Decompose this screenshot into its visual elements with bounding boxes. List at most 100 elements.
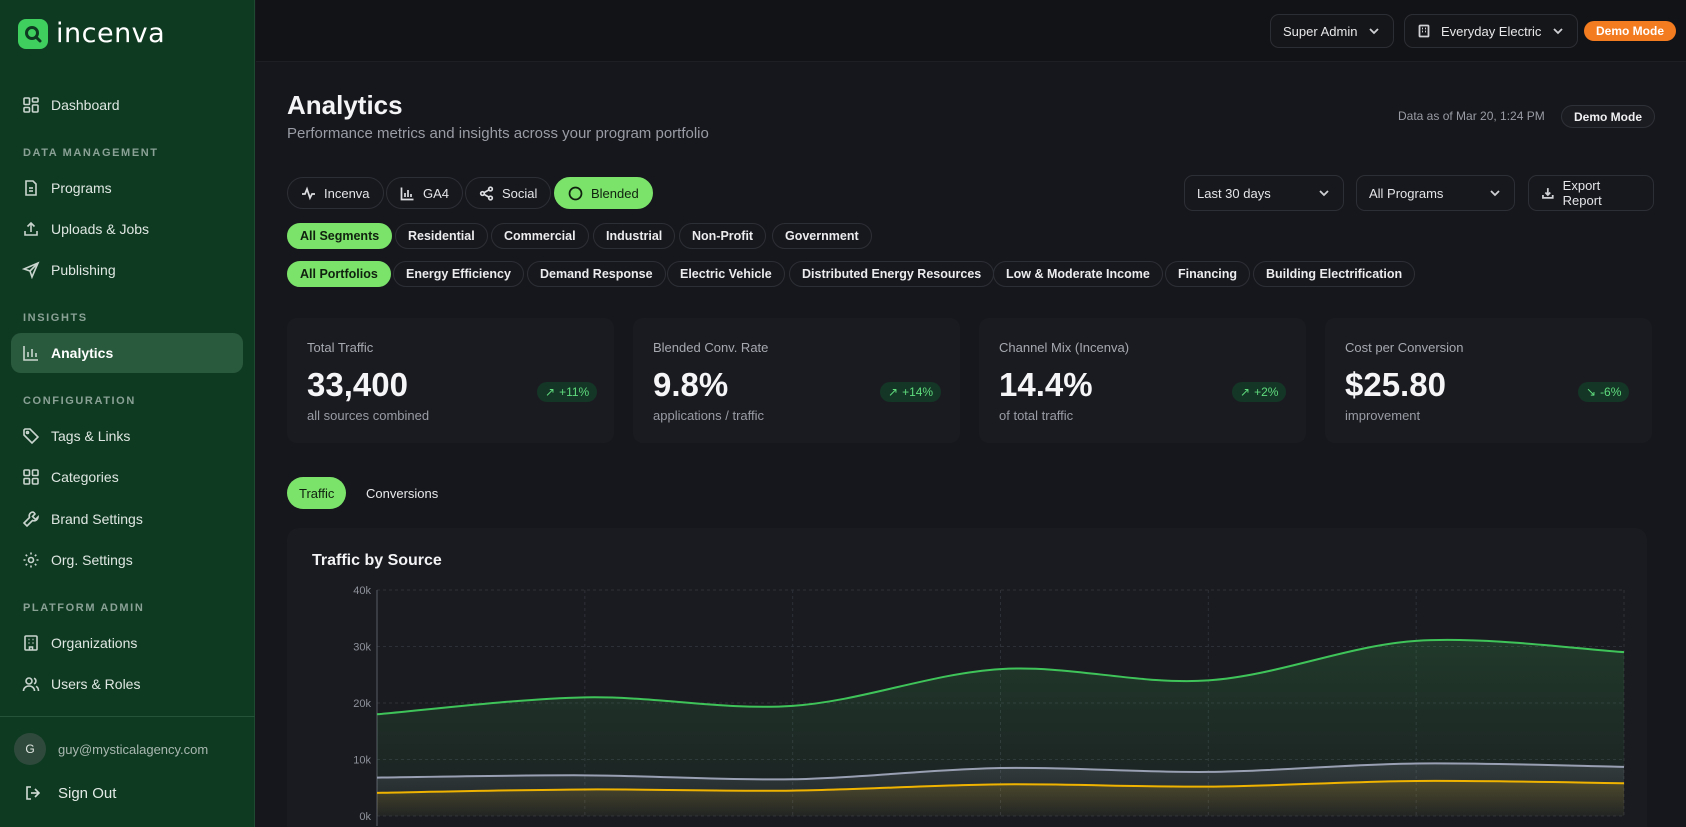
dashboard-icon xyxy=(23,97,39,113)
logo-icon xyxy=(18,18,48,49)
programs-select[interactable]: All Programs xyxy=(1356,175,1515,211)
export-report-button[interactable]: Export Report xyxy=(1528,175,1654,211)
portfolio-demand-response[interactable]: Demand Response xyxy=(527,261,666,287)
tab-blended[interactable]: Blended xyxy=(554,177,653,209)
sidebar-item-label: Tags & Links xyxy=(51,428,131,444)
sidebar-item-analytics[interactable]: Analytics xyxy=(11,333,243,373)
sidebar-item-label: Dashboard xyxy=(51,97,120,113)
segment-residential[interactable]: Residential xyxy=(395,223,488,249)
export-label: Export Report xyxy=(1562,178,1602,208)
arrow-up-right-icon: ↗ xyxy=(1240,385,1251,399)
kpi-subtext: applications / traffic xyxy=(653,408,765,423)
upload-icon xyxy=(24,221,38,236)
brand-logo[interactable]: incenva xyxy=(18,18,165,49)
portfolio-energy-efficiency[interactable]: Energy Efficiency xyxy=(393,261,524,287)
sign-out-label: Sign Out xyxy=(58,784,117,802)
tab-label: Social xyxy=(502,185,538,201)
circle-icon xyxy=(568,186,583,200)
sidebar-divider xyxy=(0,716,255,717)
segment-government[interactable]: Government xyxy=(772,223,872,249)
wrench-icon xyxy=(22,511,39,528)
data-timestamp: Data as of Mar 20, 1:24 PM xyxy=(1398,109,1545,123)
sidebar-item-users-roles[interactable]: Users & Roles xyxy=(11,664,243,704)
kpi-delta: -6% xyxy=(1600,385,1622,399)
chevron-down-icon xyxy=(1490,190,1500,197)
share-icon xyxy=(479,185,494,201)
portfolio-der[interactable]: Distributed Energy Resources xyxy=(789,261,995,287)
date-range-select[interactable]: Last 30 days xyxy=(1184,175,1344,211)
sidebar-item-label: Categories xyxy=(51,469,119,485)
programs-value: All Programs xyxy=(1369,185,1444,201)
section-platform-admin: PLATFORM ADMIN xyxy=(23,602,145,614)
sidebar-item-uploads[interactable]: Uploads & Jobs xyxy=(11,209,243,249)
portfolio-electric-vehicle[interactable]: Electric Vehicle xyxy=(667,261,785,287)
tab-label: Blended xyxy=(591,185,639,201)
role-label: Super Admin xyxy=(1283,23,1358,39)
role-dropdown[interactable]: Super Admin xyxy=(1270,14,1395,48)
document-icon xyxy=(25,180,37,196)
segment-industrial[interactable]: Industrial xyxy=(593,223,676,249)
sidebar-item-brand-settings[interactable]: Brand Settings xyxy=(11,499,243,539)
portfolio-lmi[interactable]: Low & Moderate Income xyxy=(993,261,1163,287)
sidebar-item-tags-links[interactable]: Tags & Links xyxy=(11,416,243,456)
traffic-chart: 0k 10k 20k 30k 40k xyxy=(353,585,1625,826)
tab-label: GA4 xyxy=(423,185,450,201)
y-tick-label: 0k xyxy=(359,811,371,823)
sidebar-item-label: Organizations xyxy=(51,635,138,651)
tab-incenva[interactable]: Incenva xyxy=(287,177,384,209)
kpi-subtext: all sources combined xyxy=(307,408,430,423)
kpi-subtext: improvement xyxy=(1345,408,1421,423)
kpi-value: 33,400 xyxy=(307,366,408,403)
page-subtitle: Performance metrics and insights across … xyxy=(287,125,709,142)
segment-non-profit[interactable]: Non-Profit xyxy=(679,223,767,249)
kpi-card-channel-mix: Channel Mix (Incenva) 14.4% of total tra… xyxy=(979,318,1306,443)
kpi-delta-badge: ↗ +2% xyxy=(1232,382,1287,402)
kpi-card-cost-per-conversion: Cost per Conversion $25.80 improvement ↘… xyxy=(1325,318,1652,443)
kpi-subtext: of total traffic xyxy=(999,408,1074,423)
arrow-up-right-icon: ↗ xyxy=(888,385,899,399)
segment-all[interactable]: All Segments xyxy=(287,223,393,249)
sidebar-item-publishing[interactable]: Publishing xyxy=(11,250,243,290)
tab-social[interactable]: Social xyxy=(465,177,552,209)
kpi-value: 14.4% xyxy=(999,366,1093,403)
portfolio-building-electrification[interactable]: Building Electrification xyxy=(1253,261,1416,287)
segment-commercial[interactable]: Commercial xyxy=(491,223,589,249)
sidebar-item-dashboard[interactable]: Dashboard xyxy=(11,85,243,125)
sidebar-item-categories[interactable]: Categories xyxy=(11,457,243,497)
sign-out-button[interactable]: Sign Out xyxy=(24,784,116,802)
sidebar-item-programs[interactable]: Programs xyxy=(11,168,243,208)
download-icon xyxy=(1542,188,1554,199)
portfolio-all[interactable]: All Portfolios xyxy=(287,261,391,287)
y-tick-label: 30k xyxy=(353,642,371,654)
kpi-card-total-traffic: Total Traffic 33,400 all sources combine… xyxy=(287,318,614,443)
y-tick-label: 40k xyxy=(353,585,371,597)
kpi-delta: +2% xyxy=(1254,385,1279,399)
sidebar-item-organizations[interactable]: Organizations xyxy=(11,623,243,663)
bar-chart-icon xyxy=(400,187,414,200)
org-dropdown[interactable]: Everyday Electric xyxy=(1404,14,1579,48)
kpi-delta-badge: ↘ -6% xyxy=(1578,382,1630,402)
brand-name: incenva xyxy=(56,18,166,49)
kpi-label: Blended Conv. Rate xyxy=(653,340,769,355)
kpi-card-conv-rate: Blended Conv. Rate 9.8% applications / t… xyxy=(633,318,960,443)
sidebar-item-org-settings[interactable]: Org. Settings xyxy=(11,540,243,580)
tab-traffic[interactable]: Traffic xyxy=(287,477,347,509)
traffic-chart-card: Traffic by Source 0k 10k 20k 30k 40k xyxy=(287,528,1647,827)
user-profile[interactable]: G guy@mysticalagency.com xyxy=(14,733,208,765)
chart-title: Traffic by Source xyxy=(312,552,442,569)
date-range-value: Last 30 days xyxy=(1197,185,1271,201)
tab-conversions[interactable]: Conversions xyxy=(366,485,439,501)
y-tick-label: 10k xyxy=(353,755,371,767)
section-configuration: CONFIGURATION xyxy=(23,395,136,407)
series-line xyxy=(376,762,1625,781)
activity-icon xyxy=(302,186,315,200)
tab-ga4[interactable]: GA4 xyxy=(386,177,464,209)
bar-chart-icon xyxy=(23,346,38,361)
chevron-down-icon xyxy=(1319,190,1329,197)
kpi-delta: +14% xyxy=(902,385,934,399)
user-email: guy@mysticalagency.com xyxy=(58,741,209,757)
sidebar-item-label: Org. Settings xyxy=(51,552,133,568)
portfolio-financing[interactable]: Financing xyxy=(1165,261,1251,287)
kpi-value: 9.8% xyxy=(653,366,729,403)
grid-icon xyxy=(23,469,39,485)
